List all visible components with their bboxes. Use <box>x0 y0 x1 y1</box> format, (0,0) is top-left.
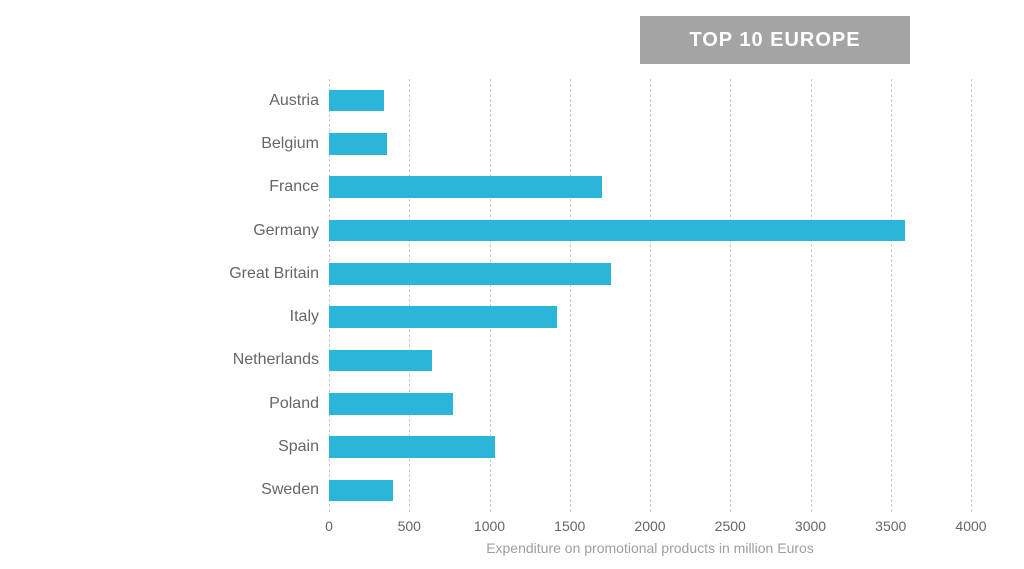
y-tick-label: Belgium <box>188 135 319 153</box>
y-tick-label: Spain <box>188 438 319 456</box>
y-tick-label: Italy <box>188 308 319 326</box>
gridline <box>730 79 731 512</box>
bar <box>329 306 557 328</box>
y-tick-label: Germany <box>188 222 319 240</box>
x-tick-label: 500 <box>398 518 421 534</box>
gridline <box>891 79 892 512</box>
y-tick-label: Sweden <box>188 481 319 499</box>
y-tick-label: Poland <box>188 395 319 413</box>
x-axis-title: Expenditure on promotional products in m… <box>329 540 971 556</box>
chart-title-text: TOP 10 EUROPE <box>689 29 860 52</box>
x-tick-label: 2000 <box>634 518 665 534</box>
gridline <box>811 79 812 512</box>
x-tick-label: 4000 <box>955 518 986 534</box>
x-tick-label: 3000 <box>795 518 826 534</box>
y-tick-label: Great Britain <box>188 265 319 283</box>
y-tick-label: France <box>188 178 319 196</box>
x-tick-label: 2500 <box>715 518 746 534</box>
y-tick-label: Austria <box>188 92 319 110</box>
bar <box>329 133 387 155</box>
bar <box>329 263 611 285</box>
gridline <box>650 79 651 512</box>
gridline <box>570 79 571 512</box>
chart-title-badge: TOP 10 EUROPE <box>640 16 910 64</box>
bar <box>329 393 453 415</box>
x-tick-label: 3500 <box>875 518 906 534</box>
bar <box>329 220 905 242</box>
bar <box>329 176 602 198</box>
bar <box>329 436 495 458</box>
bar <box>329 480 393 502</box>
x-tick-label: 0 <box>325 518 333 534</box>
bar <box>329 350 432 372</box>
y-tick-label: Netherlands <box>188 351 319 369</box>
x-tick-label: 1000 <box>474 518 505 534</box>
plot-area <box>329 79 971 512</box>
x-axis-title-text: Expenditure on promotional products in m… <box>486 540 814 556</box>
bar <box>329 90 384 112</box>
gridline <box>971 79 972 512</box>
x-tick-label: 1500 <box>554 518 585 534</box>
